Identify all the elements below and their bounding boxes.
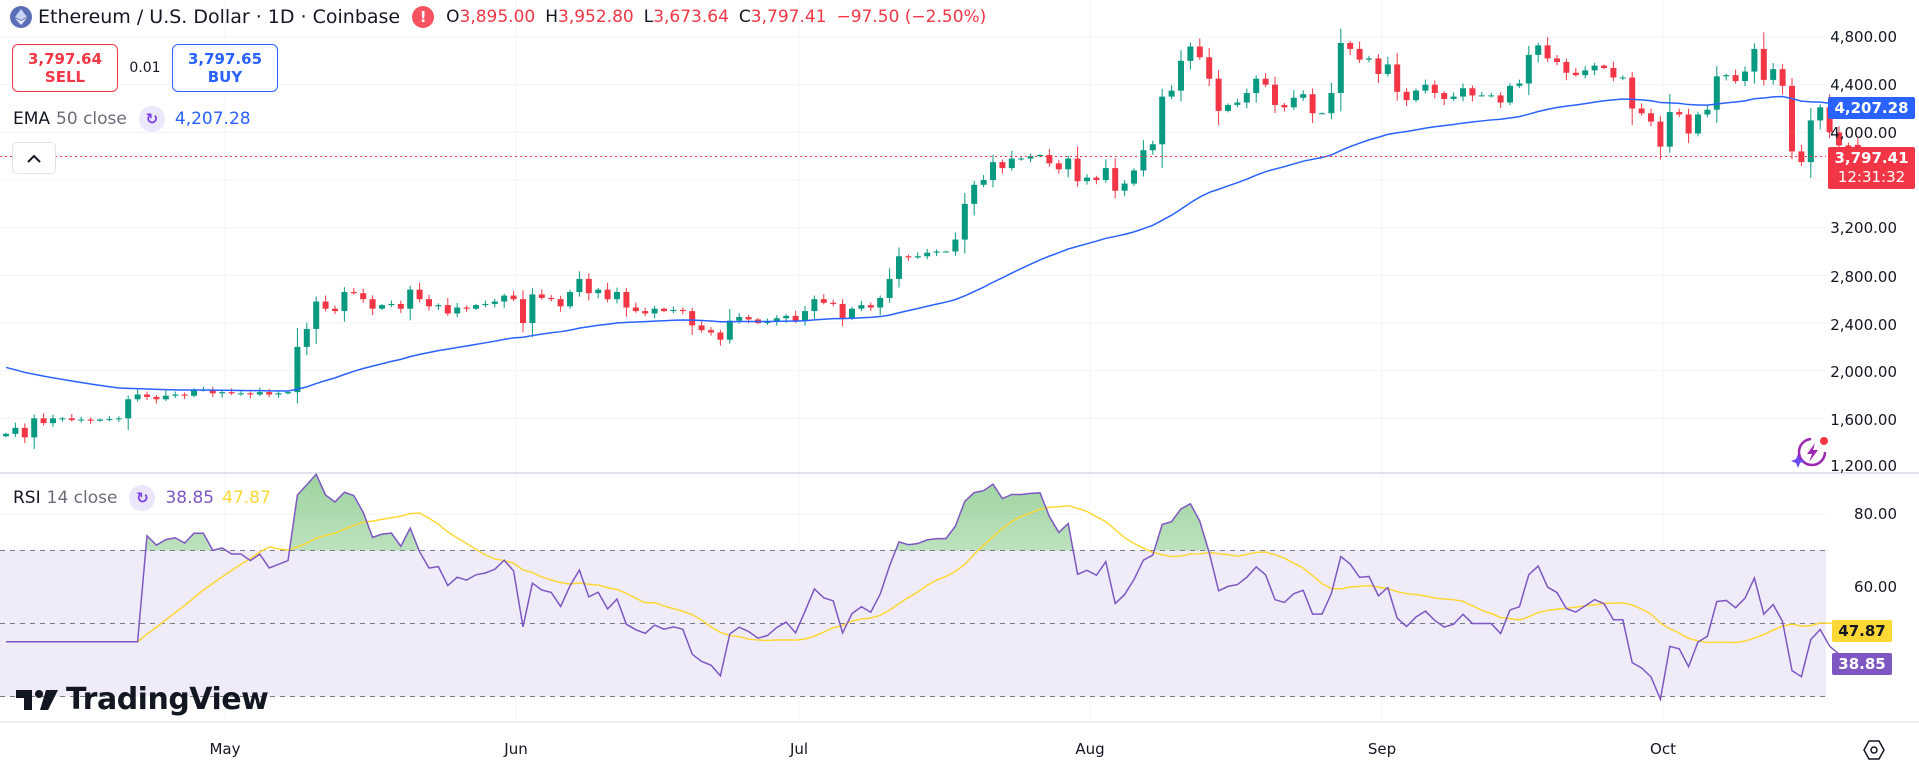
- month-label: May: [209, 740, 241, 758]
- refresh-icon[interactable]: ↻: [138, 106, 165, 132]
- rsi-ma-tag: 47.87: [1832, 620, 1892, 642]
- bar-countdown: 12:31:32: [1837, 168, 1906, 186]
- price-label: 2,000.00: [1830, 363, 1897, 381]
- lightning-assistant-icon[interactable]: [1790, 434, 1830, 470]
- trade-panel: 3,797.64 SELL 0.01 3,797.65 BUY: [12, 44, 278, 92]
- rsi-tag: 38.85: [1832, 653, 1892, 675]
- tradingview-logo[interactable]: TradingView: [16, 682, 269, 717]
- ohlc-high: H3,952.80: [545, 7, 634, 27]
- rsi-legend[interactable]: RSI 14 close ↻ 38.85 47.87: [13, 485, 271, 511]
- last-price: 3,797.41: [1834, 149, 1909, 167]
- ohlc-close: C3,797.41: [738, 7, 827, 27]
- symbol-legend: Ethereum / U.S. Dollar · 1D · Coinbase !…: [10, 6, 986, 28]
- logo-text: TradingView: [66, 682, 269, 717]
- ema-params: 50 close: [56, 109, 127, 129]
- month-label: Aug: [1075, 740, 1105, 758]
- rsi-name: RSI: [13, 488, 41, 508]
- buy-button[interactable]: 3,797.65 BUY: [172, 44, 278, 92]
- ema-value: 4,207.28: [174, 109, 251, 129]
- rsi-label: 80.00: [1854, 505, 1897, 523]
- ema-name: EMA: [13, 109, 51, 129]
- rsi-params: 14 close: [46, 488, 118, 508]
- ohlc-open: O3,895.00: [446, 7, 536, 27]
- month-label: Jun: [504, 740, 528, 758]
- price-label: 4,400.00: [1830, 76, 1897, 94]
- refresh-icon[interactable]: ↻: [129, 485, 156, 511]
- price-label: 2,800.00: [1830, 268, 1897, 286]
- symbol-title[interactable]: Ethereum / U.S. Dollar · 1D · Coinbase: [38, 6, 401, 28]
- price-label: 4,000.00: [1830, 124, 1897, 142]
- price-label: 1,200.00: [1830, 457, 1897, 475]
- collapse-legend-button[interactable]: [12, 142, 56, 174]
- ohlc-change: −97.50 (−2.50%): [836, 7, 987, 27]
- sell-button[interactable]: 3,797.64 SELL: [12, 44, 118, 92]
- settings-hex-icon: [1863, 740, 1885, 760]
- sell-price: 3,797.64: [27, 50, 103, 68]
- month-label: Oct: [1650, 740, 1676, 758]
- price-label: 2,400.00: [1830, 316, 1897, 334]
- buy-price: 3,797.65: [187, 50, 263, 68]
- month-label: Sep: [1367, 740, 1397, 758]
- price-label: 3,200.00: [1830, 219, 1897, 237]
- month-label: Jul: [789, 740, 809, 758]
- ohlc-low: L3,673.64: [643, 7, 729, 27]
- price-label: 1,600.00: [1830, 411, 1897, 429]
- ema-legend[interactable]: EMA 50 close ↻ 4,207.28: [13, 106, 251, 132]
- rsi-value: 38.85: [165, 488, 215, 508]
- chart-settings-button[interactable]: [1862, 738, 1886, 762]
- chevron-up-icon: [27, 154, 41, 163]
- tradingview-logo-icon: [16, 689, 58, 710]
- buy-label: BUY: [207, 68, 243, 86]
- rsi-label: 60.00: [1854, 578, 1897, 596]
- ema-price-tag: 4,207.28: [1828, 97, 1915, 119]
- price-label: 4,800.00: [1830, 28, 1897, 46]
- spread-value: 0.01: [129, 60, 161, 76]
- rsi-ma-value: 47.87: [222, 488, 271, 508]
- last-price-tag: 3,797.41 12:31:32: [1828, 147, 1915, 189]
- ethereum-icon[interactable]: [10, 6, 32, 28]
- sell-label: SELL: [44, 68, 86, 86]
- exclamation-icon[interactable]: !: [412, 6, 435, 28]
